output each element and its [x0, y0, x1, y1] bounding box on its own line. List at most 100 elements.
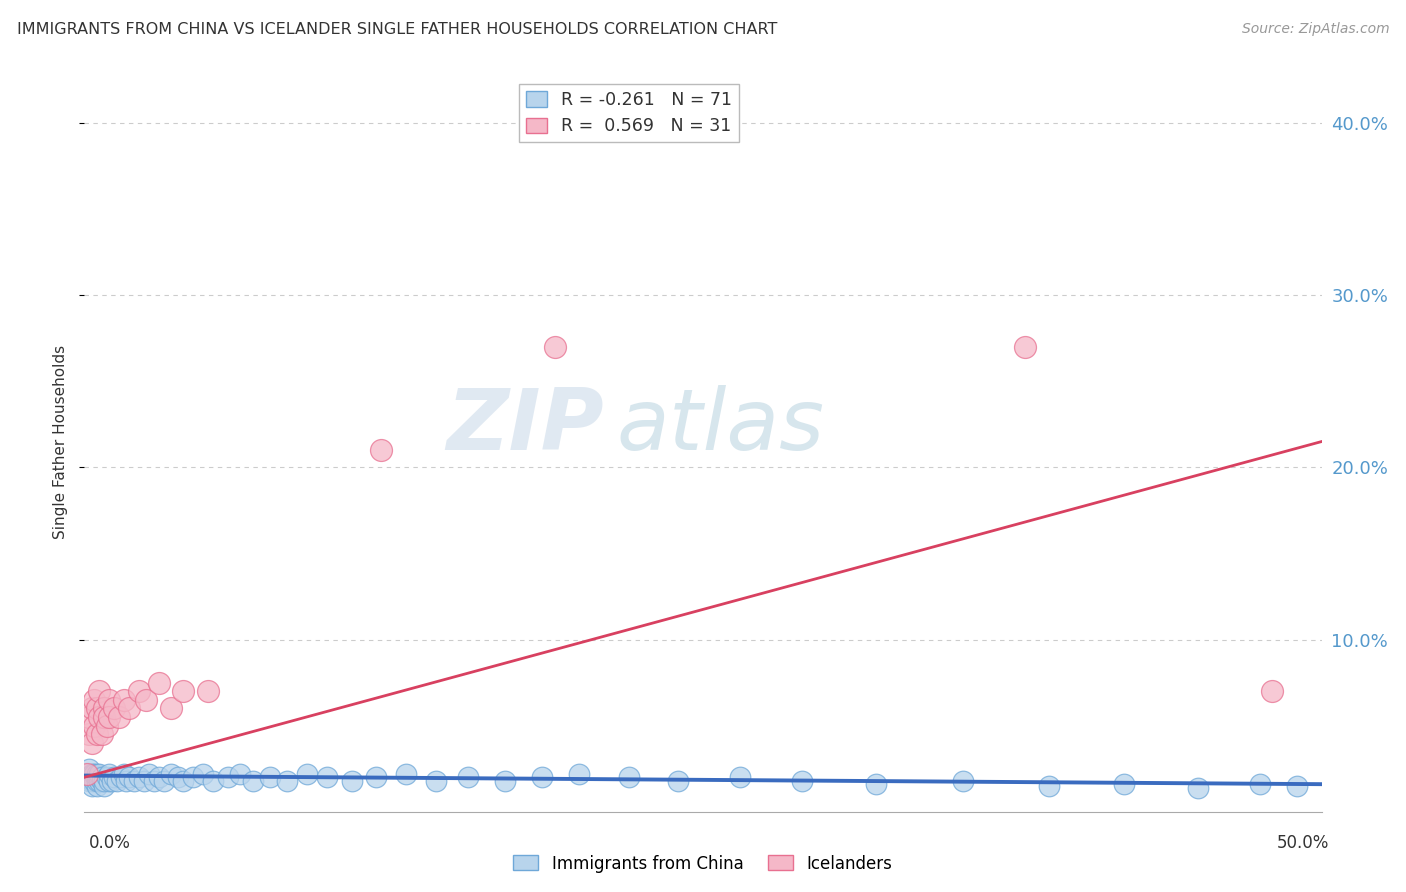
Point	[86, 701, 108, 715]
Point	[148, 770, 170, 784]
Point	[79, 727, 101, 741]
Point	[90, 773, 112, 788]
Point	[425, 773, 447, 788]
Point	[666, 773, 689, 788]
Point	[315, 770, 337, 784]
Point	[86, 773, 108, 788]
Point	[1187, 780, 1209, 795]
Point	[138, 767, 160, 781]
Point	[1038, 779, 1060, 793]
Point	[167, 770, 190, 784]
Point	[118, 770, 141, 784]
Point	[295, 767, 318, 781]
Point	[1249, 777, 1271, 791]
Point	[100, 773, 122, 788]
Point	[79, 762, 101, 776]
Point	[366, 770, 388, 784]
Point	[89, 767, 111, 781]
Point	[494, 773, 516, 788]
Point	[160, 701, 183, 715]
Point	[202, 773, 225, 788]
Point	[86, 727, 108, 741]
Point	[80, 773, 103, 788]
Point	[98, 767, 121, 781]
Point	[1014, 340, 1036, 354]
Point	[276, 773, 298, 788]
Point	[181, 770, 204, 784]
Text: 50.0%: 50.0%	[1277, 834, 1329, 852]
Point	[1285, 779, 1308, 793]
Point	[790, 773, 813, 788]
Point	[89, 773, 111, 788]
Point	[80, 736, 103, 750]
Point	[122, 773, 145, 788]
Point	[86, 767, 108, 781]
Text: ZIP: ZIP	[446, 385, 605, 468]
Point	[142, 773, 165, 788]
Point	[89, 710, 111, 724]
Point	[80, 779, 103, 793]
Point	[93, 773, 115, 788]
Point	[83, 718, 105, 732]
Point	[79, 710, 101, 724]
Point	[103, 770, 125, 784]
Point	[191, 767, 214, 781]
Legend: R = -0.261   N = 71, R =  0.569   N = 31: R = -0.261 N = 71, R = 0.569 N = 31	[519, 84, 738, 143]
Point	[543, 340, 565, 354]
Point	[118, 701, 141, 715]
Point	[112, 767, 135, 781]
Point	[340, 773, 363, 788]
Point	[110, 770, 132, 784]
Point	[76, 767, 98, 781]
Point	[83, 693, 105, 707]
Text: 0.0%: 0.0%	[89, 834, 131, 852]
Point	[112, 693, 135, 707]
Point	[86, 770, 108, 784]
Point	[148, 675, 170, 690]
Point	[79, 770, 101, 784]
Point	[93, 710, 115, 724]
Point	[370, 443, 392, 458]
Point	[135, 693, 157, 707]
Point	[115, 773, 138, 788]
Point	[83, 767, 105, 781]
Point	[128, 684, 150, 698]
Point	[96, 770, 118, 784]
Point	[132, 773, 155, 788]
Point	[98, 773, 121, 788]
Point	[242, 773, 264, 788]
Point	[89, 770, 111, 784]
Point	[617, 770, 640, 784]
Point	[1261, 684, 1284, 698]
Point	[80, 767, 103, 781]
Point	[79, 773, 101, 788]
Point	[86, 779, 108, 793]
Point	[1112, 777, 1135, 791]
Point	[568, 767, 591, 781]
Point	[96, 718, 118, 732]
Point	[93, 779, 115, 793]
Point	[865, 777, 887, 791]
Point	[160, 767, 183, 781]
Point	[172, 684, 194, 698]
Point	[952, 773, 974, 788]
Point	[98, 710, 121, 724]
Point	[229, 767, 252, 781]
Point	[259, 770, 281, 784]
Point	[90, 770, 112, 784]
Legend: Immigrants from China, Icelanders: Immigrants from China, Icelanders	[506, 848, 900, 880]
Point	[197, 684, 219, 698]
Point	[76, 767, 98, 781]
Point	[80, 770, 103, 784]
Point	[531, 770, 554, 784]
Point	[98, 693, 121, 707]
Text: Source: ZipAtlas.com: Source: ZipAtlas.com	[1241, 22, 1389, 37]
Point	[103, 701, 125, 715]
Point	[457, 770, 479, 784]
Point	[728, 770, 751, 784]
Point	[172, 773, 194, 788]
Point	[217, 770, 239, 784]
Point	[83, 773, 105, 788]
Point	[93, 701, 115, 715]
Text: atlas: atlas	[616, 385, 824, 468]
